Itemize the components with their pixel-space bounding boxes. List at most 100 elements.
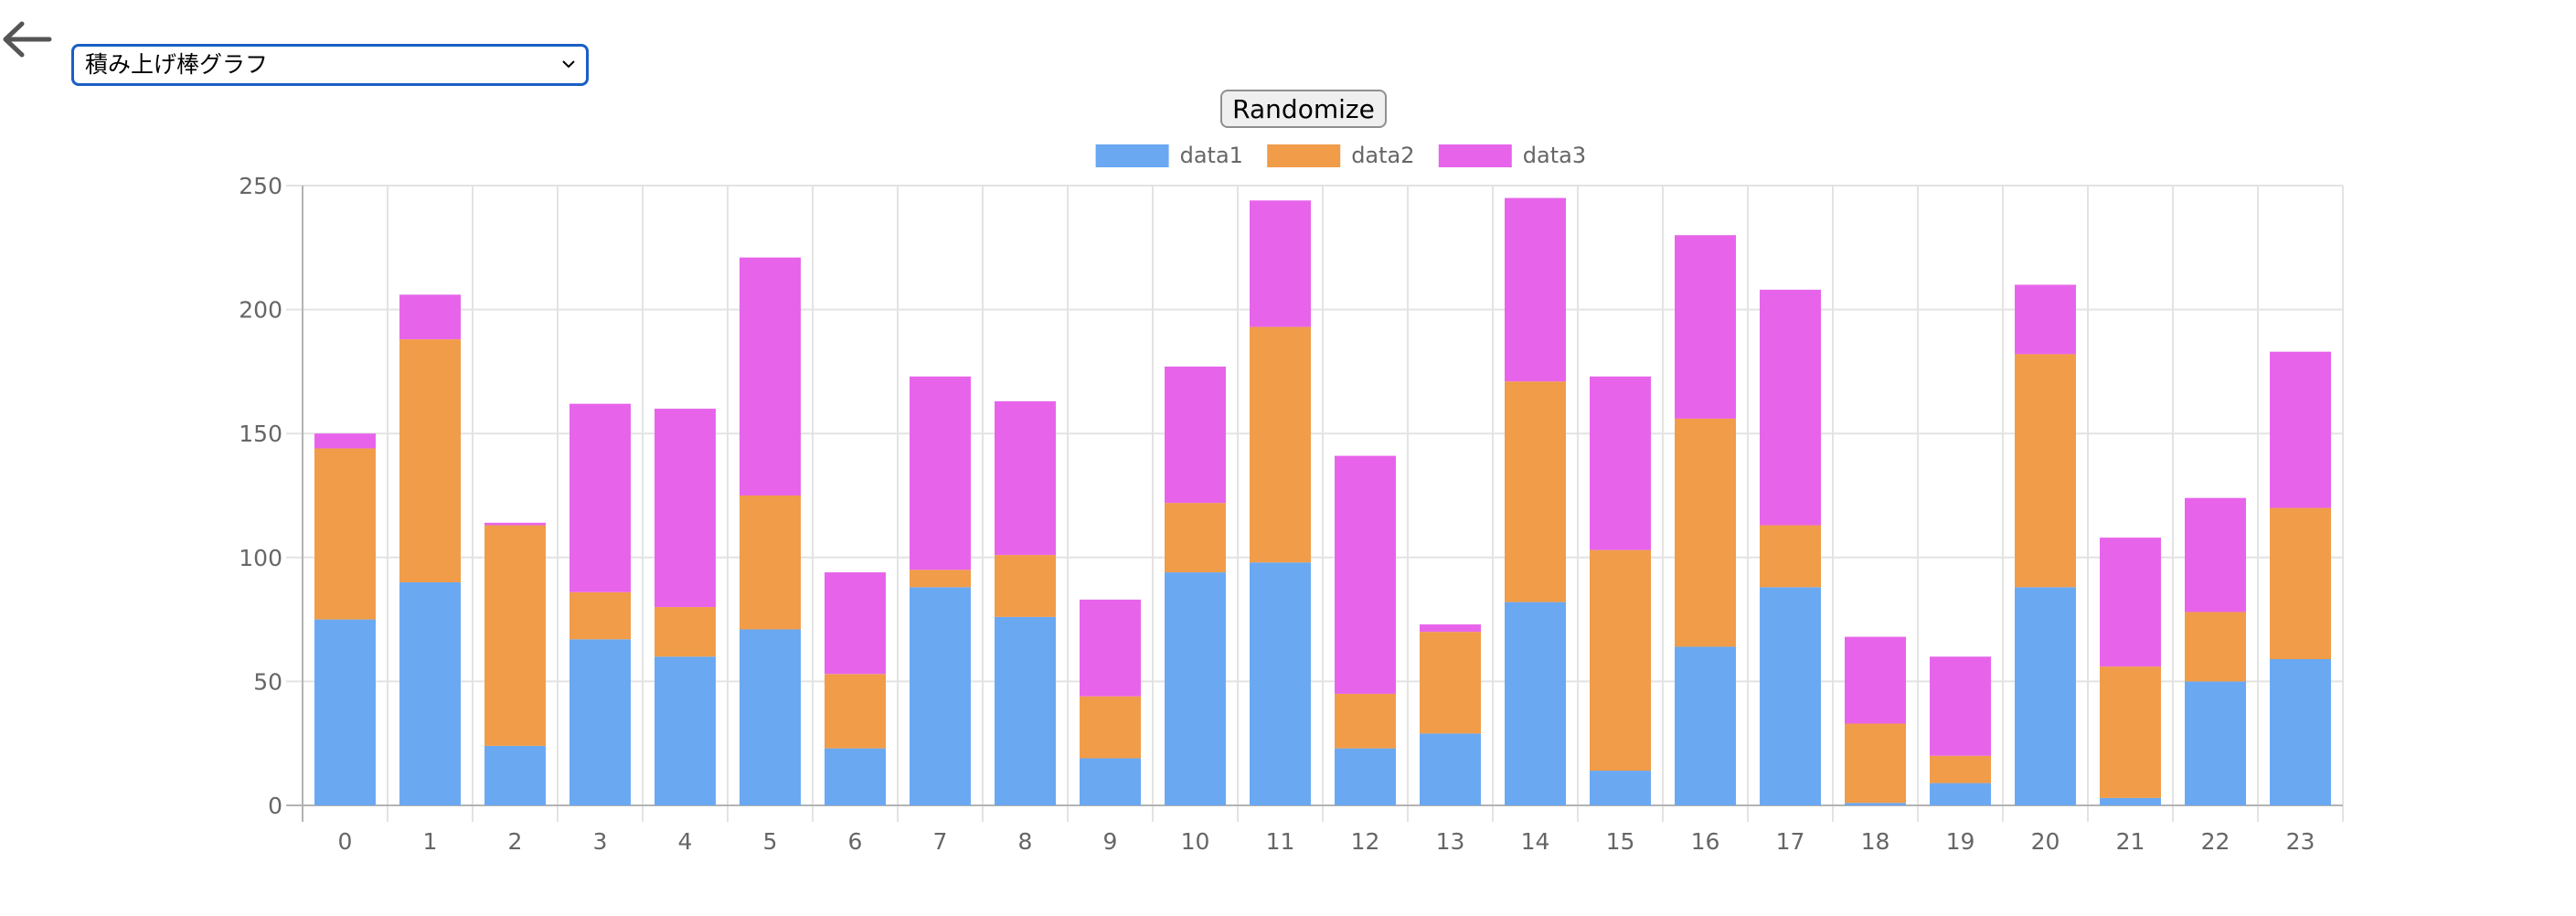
bar-data3	[1165, 366, 1226, 504]
bar-data2	[569, 591, 631, 640]
bar-data2	[2100, 666, 2161, 798]
bar-data1	[655, 656, 716, 805]
x-tick-label: 2	[508, 828, 523, 855]
y-tick-label: 50	[253, 668, 282, 695]
bar-data2	[1505, 381, 1566, 602]
bar-data2	[2270, 507, 2331, 659]
bar-data2	[1080, 696, 1141, 759]
x-tick-label: 18	[1861, 828, 1890, 855]
x-tick-label: 13	[1436, 828, 1465, 855]
legend-label-data2: data2	[1351, 143, 1414, 168]
bar-data3	[1250, 200, 1311, 327]
bar-data1	[569, 639, 631, 805]
bar-data3	[2185, 497, 2246, 612]
bar-data1	[910, 587, 971, 805]
x-tick-label: 9	[1103, 828, 1118, 855]
y-tick-label: 200	[239, 297, 282, 324]
bar-data2	[2185, 612, 2246, 682]
x-tick-label: 10	[1181, 828, 1210, 855]
legend-swatch-data3	[1438, 144, 1512, 167]
bar-data1	[995, 616, 1056, 805]
bar-data2	[995, 555, 1056, 617]
bar-data2	[1590, 549, 1651, 772]
chevron-down-icon	[562, 60, 575, 69]
bar-data1	[399, 581, 461, 805]
bar-data1	[1845, 803, 1906, 805]
bar-data3	[1760, 289, 1821, 526]
bar-data1	[2185, 681, 2246, 805]
bar-data1	[1505, 602, 1566, 805]
bar-data3	[569, 403, 631, 592]
arrow-left-icon[interactable]	[0, 16, 53, 62]
bar-data2	[1675, 418, 1736, 647]
bar-data3	[2015, 284, 2076, 355]
x-tick-label: 3	[593, 828, 608, 855]
x-tick-label: 21	[2116, 828, 2145, 855]
bar-data2	[655, 607, 716, 657]
randomize-button[interactable]: Randomize	[1220, 90, 1387, 128]
bar-data3	[314, 433, 376, 449]
bar-data3	[655, 409, 716, 608]
bar-data1	[1420, 733, 1481, 805]
x-tick-label: 14	[1521, 828, 1550, 855]
y-tick-label: 250	[239, 173, 282, 199]
bar-data2	[484, 525, 546, 746]
x-tick-label: 16	[1691, 828, 1720, 855]
x-tick-label: 0	[338, 828, 353, 855]
y-tick-label: 100	[239, 545, 282, 571]
bar-data1	[2100, 797, 2161, 805]
bar-data1	[1590, 771, 1651, 805]
bar-data2	[1845, 723, 1906, 804]
bar-data2	[399, 339, 461, 582]
bar-data1	[484, 745, 546, 805]
bar-data1	[740, 629, 801, 805]
x-tick-label: 11	[1266, 828, 1295, 855]
bar-data3	[1845, 636, 1906, 724]
bar-data1	[1165, 572, 1226, 805]
y-tick-label: 150	[239, 421, 282, 447]
x-tick-label: 5	[763, 828, 778, 855]
bar-data3	[2100, 538, 2161, 667]
bar-data3	[1505, 197, 1566, 382]
x-tick-label: 23	[2286, 828, 2315, 855]
bar-data3	[910, 376, 971, 570]
bar-data2	[740, 495, 801, 630]
bar-data3	[1930, 656, 1991, 756]
bar-data3	[995, 400, 1056, 556]
x-tick-label: 7	[933, 828, 948, 855]
bar-data3	[1420, 624, 1481, 633]
x-tick-label: 6	[848, 828, 863, 855]
bar-data3	[1335, 455, 1396, 694]
x-tick-label: 1	[423, 828, 438, 855]
bar-data2	[910, 570, 971, 588]
bar-data3	[2270, 351, 2331, 508]
bar-data1	[825, 748, 886, 805]
bar-data3	[1675, 235, 1736, 419]
bar-data3	[1590, 376, 1651, 550]
legend-label-data3: data3	[1523, 143, 1586, 168]
bar-data1	[1080, 758, 1141, 805]
bar-data1	[1760, 587, 1821, 805]
legend-swatch-data1	[1095, 144, 1169, 167]
chart-type-select[interactable]: 積み上げ棒グラフ	[71, 44, 589, 86]
bar-data3	[1080, 599, 1141, 697]
bar-data2	[1250, 326, 1311, 563]
legend-label-data1: data1	[1180, 143, 1243, 168]
x-tick-label: 8	[1018, 828, 1033, 855]
bar-data3	[825, 572, 886, 675]
bar-data1	[314, 619, 376, 805]
bar-data2	[825, 674, 886, 749]
x-tick-label: 22	[2201, 828, 2230, 855]
bar-data3	[484, 522, 546, 526]
bar-data2	[1760, 525, 1821, 588]
bar-data1	[2270, 658, 2331, 805]
x-tick-label: 12	[1351, 828, 1380, 855]
bar-data2	[314, 448, 376, 620]
bar-data2	[1165, 503, 1226, 573]
x-tick-label: 17	[1776, 828, 1805, 855]
bar-data1	[2015, 587, 2076, 805]
bar-data2	[1930, 755, 1991, 783]
bar-data2	[1420, 632, 1481, 734]
bar-data1	[1250, 562, 1311, 805]
